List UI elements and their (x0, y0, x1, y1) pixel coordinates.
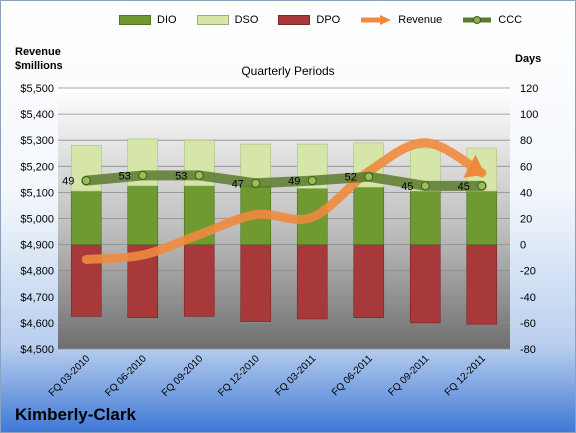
ccc-point (194, 170, 204, 180)
y-right-tick-label: -20 (520, 266, 536, 278)
ccc-data-label: 53 (175, 170, 187, 182)
y-right-tick-label: 0 (520, 240, 526, 252)
y-right-label: Days (515, 53, 542, 65)
ccc-point (364, 172, 374, 182)
chart-subtitle: Quarterly Periods (241, 64, 335, 78)
y-left-tick-label: $4,800 (20, 266, 54, 278)
y-left-label-line2: $millions (15, 60, 63, 72)
y-left-tick-label: $4,600 (20, 318, 54, 330)
y-left-tick-label: $5,300 (20, 135, 54, 147)
y-right-tick-label: 40 (520, 187, 532, 199)
legend-item-dpo: DPO (278, 14, 340, 26)
bar-dio (70, 190, 102, 245)
y-right-tick-label: 60 (520, 161, 532, 173)
ccc-data-label: 49 (62, 176, 74, 188)
legend-label-revenue: Revenue (398, 14, 443, 26)
y-left-tick-label: $5,100 (20, 187, 54, 199)
bar-dio (353, 186, 385, 245)
x-tick-label: FQ 03-2011 (273, 353, 318, 398)
legend-label-ccc: CCC (498, 14, 523, 26)
ccc-line (81, 170, 487, 191)
bar-dpo (353, 244, 385, 318)
legend-label-dio: DIO (157, 14, 177, 26)
ccc-data-label: 49 (288, 176, 300, 188)
bar-dpo (240, 244, 272, 322)
legend-label-dpo: DPO (316, 14, 341, 26)
ccc-point (81, 176, 91, 186)
revenue-line (81, 138, 487, 264)
legend: DIO DSO DPO Revenue CCC (119, 14, 542, 26)
ccc-point (420, 181, 430, 191)
legend-arrow-revenue (361, 15, 392, 25)
y-left-tick-label: $5,400 (20, 109, 54, 121)
ccc-point (251, 178, 261, 188)
legend-line-ccc (463, 16, 492, 24)
y-left-tick-label: $5,500 (20, 83, 54, 95)
bar-dio (466, 190, 498, 245)
x-tick-label: FQ 06-2010 (103, 353, 149, 399)
bar-dpo (466, 244, 498, 325)
y-left-tick-label: $5,000 (20, 214, 54, 226)
y-right-tick-label: -40 (520, 292, 536, 304)
y-right-tick-label: 20 (520, 214, 532, 226)
y-left-tick-label: $4,700 (20, 292, 54, 304)
ccc-data-label: 53 (119, 170, 131, 182)
ccc-point (477, 181, 487, 191)
legend-swatch-dpo (278, 15, 311, 25)
y-left-label-line1: Revenue (15, 46, 61, 58)
revenue-arrowhead (463, 154, 486, 178)
legend-item-revenue: Revenue (360, 14, 442, 26)
ccc-data-label: 45 (458, 181, 470, 193)
y-right-tick-label: -80 (520, 344, 536, 356)
x-tick-label: FQ 09-2010 (160, 353, 206, 399)
x-tick-label: FQ 12-2011 (443, 353, 488, 398)
legend-item-ccc: CCC (462, 14, 522, 26)
bar-dpo (183, 244, 215, 317)
y-right-tick-label: 120 (520, 83, 538, 95)
ccc-data-label: 52 (345, 172, 357, 184)
bar-dpo (409, 244, 441, 324)
legend-label-dso: DSO (234, 14, 259, 26)
ccc-data-label: 45 (401, 181, 413, 193)
y-right-tick-label: -60 (520, 318, 536, 330)
legend-swatch-dso (196, 15, 229, 25)
x-tick-label: FQ 12-2010 (216, 353, 262, 399)
ccc-data-label: 47 (232, 178, 244, 190)
ccc-point (138, 170, 148, 180)
company-name: Kimberly-Clark (15, 405, 136, 424)
y-left-tick-label: $4,900 (20, 240, 54, 252)
bar-dio (409, 190, 441, 245)
legend-swatch-dio (119, 15, 151, 25)
y-left-tick-label: $5,200 (20, 161, 54, 173)
y-left-tick-label: $4,500 (20, 344, 54, 356)
x-tick-label: FQ 03-2010 (47, 353, 93, 399)
x-tick-label: FQ 09-2011 (386, 353, 431, 398)
ccc-point (307, 176, 317, 186)
bar-dio (127, 185, 159, 245)
y-right-tick-label: 100 (520, 109, 538, 121)
legend-item-dso: DSO (196, 14, 259, 26)
bar-dpo (296, 244, 328, 320)
legend-item-dio: DIO (119, 14, 177, 26)
y-right-tick-label: 80 (520, 135, 532, 147)
x-tick-label: FQ 06-2011 (330, 353, 375, 398)
